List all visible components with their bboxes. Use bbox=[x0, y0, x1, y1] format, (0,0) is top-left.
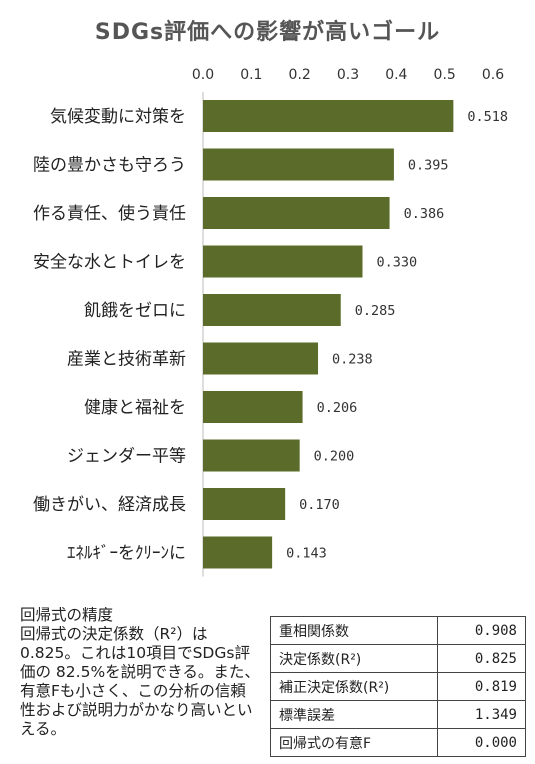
stat-value: 1.349 bbox=[437, 700, 526, 729]
stat-label: 回帰式の有意F bbox=[270, 728, 438, 757]
bar bbox=[203, 148, 394, 181]
data-label: 0.285 bbox=[355, 303, 396, 319]
data-label: 0.386 bbox=[404, 206, 445, 222]
note-title: 回帰式の精度 bbox=[20, 606, 114, 624]
x-tick-label: 0.3 bbox=[337, 67, 359, 83]
category-label: 作る責任、使う責任 bbox=[33, 203, 186, 224]
stat-value: 0.000 bbox=[437, 728, 526, 757]
category-label: 産業と技術革新 bbox=[67, 350, 186, 370]
table-row: 補正決定係数(R²) 0.819 bbox=[270, 672, 526, 701]
bar-chart: 0.0 0.1 0.2 0.3 0.4 0.5 0.6 気候変動に対策を 0.518 陸の豊かさも… bbox=[33, 67, 508, 577]
table-row: 重相関係数 0.908 bbox=[270, 616, 526, 645]
x-tick-label: 0.6 bbox=[482, 67, 504, 83]
data-label: 0.330 bbox=[377, 255, 418, 271]
category-label: ｴﾈﾙｷﾞｰをｸﾘｰﾝに bbox=[67, 544, 186, 564]
x-tick-label: 0.0 bbox=[192, 67, 214, 83]
stat-value: 0.908 bbox=[437, 616, 526, 645]
stat-value: 0.819 bbox=[437, 672, 526, 701]
data-label: 0.200 bbox=[314, 449, 355, 465]
bar bbox=[203, 100, 454, 132]
bar bbox=[203, 488, 286, 520]
data-label: 0.395 bbox=[408, 158, 449, 174]
data-label: 0.206 bbox=[317, 400, 358, 416]
regression-note: 回帰式の精度 回帰式の決定係数（R²）は0.825。これは10項目でSDGs評価… bbox=[20, 606, 260, 739]
data-label: 0.238 bbox=[332, 352, 373, 368]
category-label: ジェンダー平等 bbox=[67, 447, 186, 467]
stat-label: 補正決定係数(R²) bbox=[270, 672, 438, 701]
x-tick-label: 0.2 bbox=[289, 67, 311, 83]
bar bbox=[203, 294, 341, 326]
regression-stats-table: 重相関係数 0.908 決定係数(R²) 0.825 補正決定係数(R²) 0.… bbox=[270, 616, 526, 757]
x-tick-label: 0.5 bbox=[434, 67, 456, 83]
x-tick-label: 0.1 bbox=[240, 67, 262, 83]
table-row: 標準誤差 1.349 bbox=[270, 700, 526, 729]
category-label: 働きがい、経済成長 bbox=[33, 495, 186, 515]
stat-label: 標準誤差 bbox=[270, 700, 438, 729]
bar bbox=[203, 197, 390, 229]
note-body: 回帰式の決定係数（R²）は0.825。これは10項目でSDGs評価の 82.5%… bbox=[20, 625, 260, 738]
data-label: 0.170 bbox=[299, 497, 340, 513]
bar bbox=[203, 342, 319, 375]
stat-label: 決定係数(R²) bbox=[270, 644, 438, 673]
category-label: 健康と福祉を bbox=[84, 398, 186, 418]
bar bbox=[203, 439, 300, 472]
data-label: 0.143 bbox=[286, 546, 327, 562]
x-tick-label: 0.4 bbox=[385, 67, 407, 83]
category-label: 陸の豊かさも守ろう bbox=[33, 156, 186, 176]
bar bbox=[203, 536, 273, 569]
table-row: 決定係数(R²) 0.825 bbox=[270, 644, 526, 673]
category-label: 気候変動に対策を bbox=[50, 107, 186, 127]
category-label: 飢餓をゼロに bbox=[84, 301, 186, 321]
chart-title: SDGs評価への影響が高いゴール bbox=[94, 20, 441, 45]
table-row: 回帰式の有意F 0.000 bbox=[270, 728, 526, 757]
bar bbox=[203, 391, 303, 423]
bar bbox=[203, 245, 363, 278]
category-label: 安全な水とトイレを bbox=[33, 253, 186, 273]
stat-label: 重相関係数 bbox=[270, 616, 438, 645]
data-label: 0.518 bbox=[467, 109, 508, 125]
stat-value: 0.825 bbox=[437, 644, 526, 673]
